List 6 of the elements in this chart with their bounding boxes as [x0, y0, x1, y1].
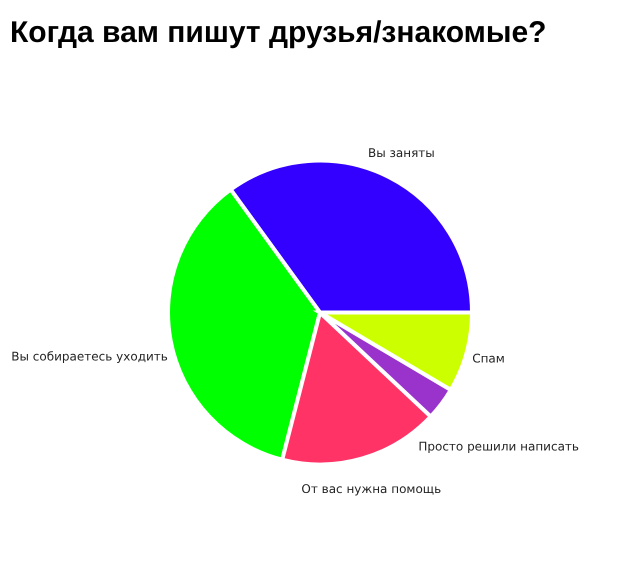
slice-label: Просто решили написать	[418, 440, 579, 454]
slice-label: Вы заняты	[368, 146, 435, 160]
slice-label: Спам	[472, 352, 505, 366]
slice-label: От вас нужна помощь	[301, 482, 442, 496]
slice-label: Вы собираетесь уходить	[11, 349, 168, 364]
chart-title: Когда вам пишут друзья/знакомые?	[10, 16, 546, 49]
